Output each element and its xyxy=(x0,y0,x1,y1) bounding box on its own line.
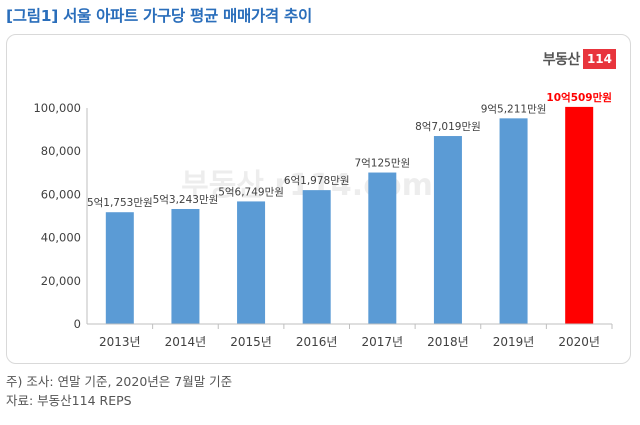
data-label: 7억125만원 xyxy=(354,158,410,170)
data-label: 5억1,753만원 xyxy=(87,197,153,209)
data-label: 9억5,211만원 xyxy=(481,103,547,115)
bar-chart: 부동산 r114.com 020,00040,00060,00080,00010… xyxy=(33,91,613,349)
data-label: 6억1,978만원 xyxy=(284,175,350,187)
x-tick-label: 2017년 xyxy=(362,335,404,349)
x-tick-label: 2016년 xyxy=(296,335,338,349)
x-tick-label: 2018년 xyxy=(427,335,469,349)
x-tick-label: 2014년 xyxy=(165,335,207,349)
bar xyxy=(433,136,462,324)
x-tick-label: 2015년 xyxy=(230,335,272,349)
bar xyxy=(565,106,594,324)
y-tick-label: 20,000 xyxy=(41,274,81,288)
brand-logo: 부동산 114 xyxy=(543,49,616,69)
y-tick-label: 100,000 xyxy=(33,101,81,115)
y-tick-label: 0 xyxy=(74,317,81,331)
brand-logo-name: 부동산 xyxy=(542,52,581,68)
x-tick-label: 2019년 xyxy=(493,335,535,349)
bar xyxy=(237,201,266,324)
footnotes: 주) 조사: 연말 기준, 2020년은 7월말 기준 자료: 부동산114 R… xyxy=(6,372,232,410)
data-label: 10억509만원 xyxy=(546,91,612,104)
data-label: 5억6,749만원 xyxy=(218,186,284,198)
y-axis: 0 20,000 40,000 60,000 80,000 100,000 xyxy=(33,101,88,331)
survey-note: 주) 조사: 연말 기준, 2020년은 7월말 기준 xyxy=(6,374,233,389)
data-label: 8억7,019만원 xyxy=(415,121,481,133)
bar xyxy=(368,172,397,324)
bar xyxy=(499,118,528,324)
data-label: 5억3,243만원 xyxy=(153,194,219,206)
y-tick-label: 80,000 xyxy=(41,144,81,158)
brand-logo-number: 114 xyxy=(582,49,616,69)
x-tick-label: 2013년 xyxy=(99,335,141,349)
bar xyxy=(171,208,200,324)
y-tick-label: 60,000 xyxy=(41,187,81,201)
chart-container: 부동산 114 부동산 r114.com 0 20,000 40,000 60,000… xyxy=(6,34,631,364)
x-axis: 2013년 2014년 2015년 2016년 2017년 2018년 2019년 2020년 xyxy=(87,323,613,349)
bar xyxy=(302,190,331,324)
source-note: 자료: 부동산114 REPS xyxy=(6,393,132,408)
y-tick-label: 40,000 xyxy=(41,231,81,245)
x-tick-label: 2020년 xyxy=(558,335,600,349)
bar xyxy=(105,212,134,324)
figure-title: [그림1] 서울 아파트 가구당 평균 매매가격 추이 xyxy=(6,7,312,25)
